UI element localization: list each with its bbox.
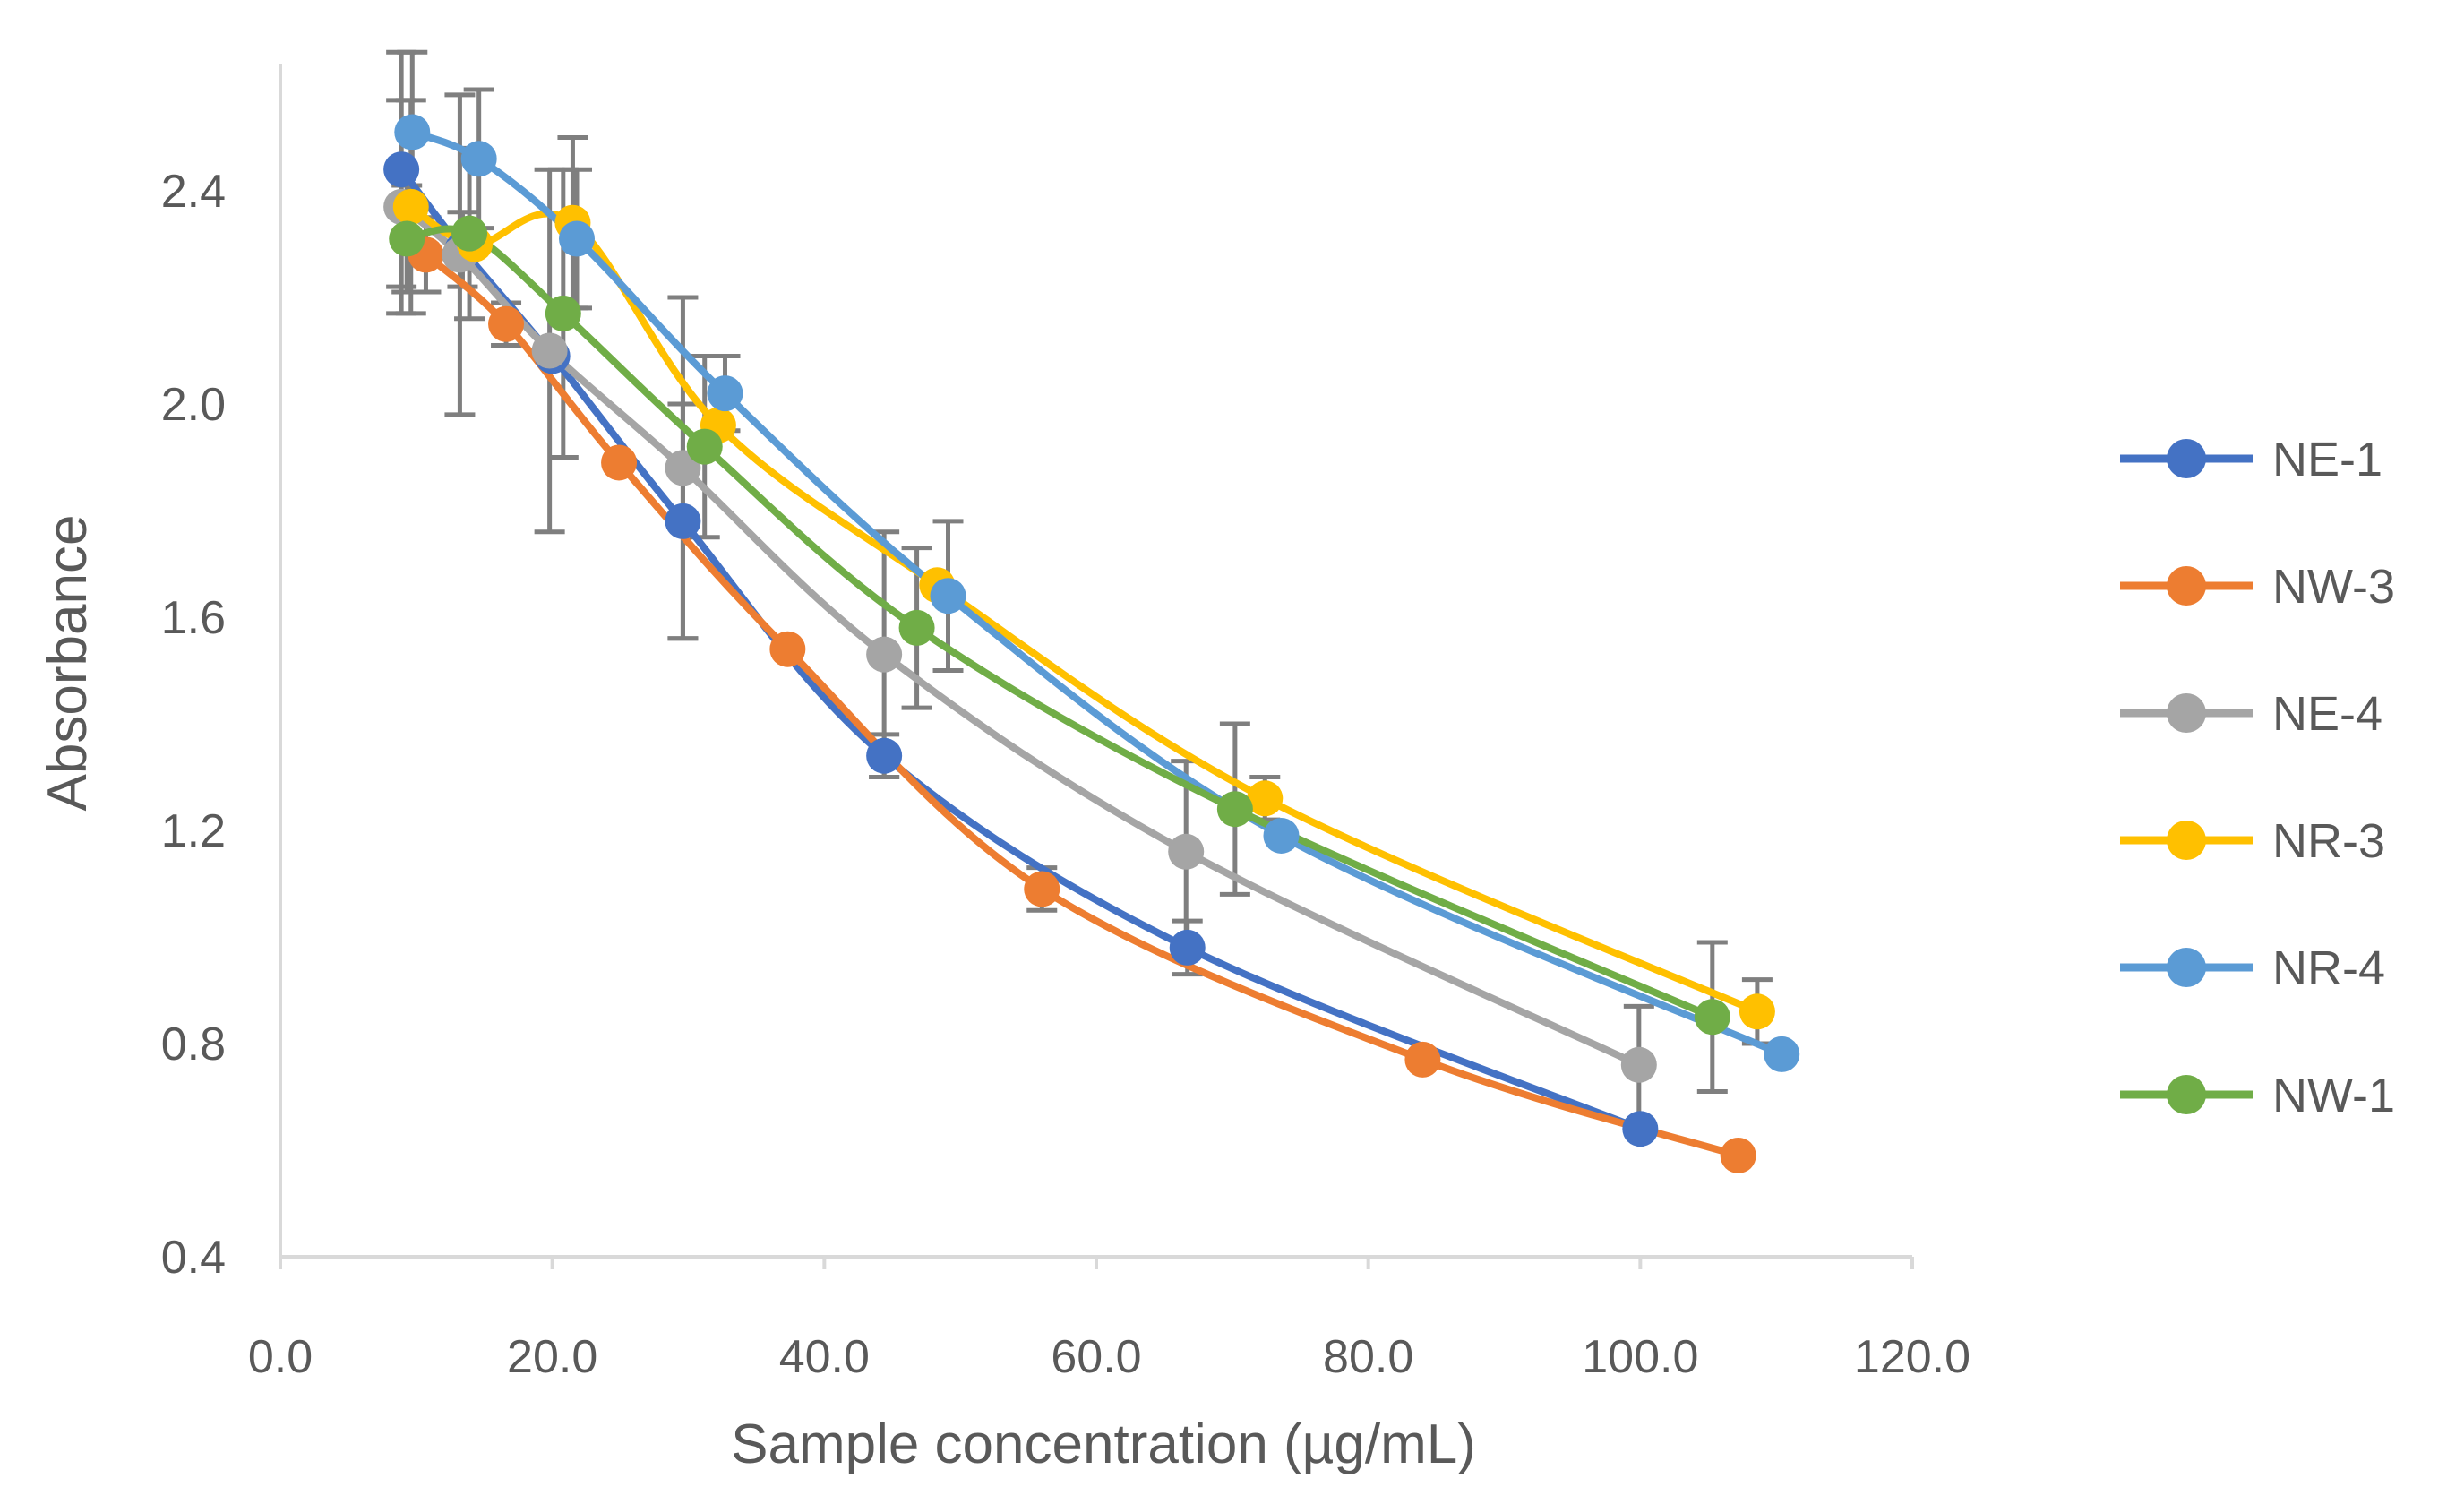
y-tick-label: 1.6 — [161, 592, 226, 644]
y-tick-label: 2.0 — [161, 379, 226, 431]
legend-marker-ne-1 — [2167, 439, 2206, 478]
legend-label-nr-4: NR-4 — [2272, 941, 2385, 995]
x-tick-label: 0.0 — [248, 1331, 313, 1383]
x-tick-label: 80.0 — [1323, 1331, 1413, 1383]
data-point-nw-3 — [1404, 1041, 1441, 1078]
x-tick-label: 20.0 — [507, 1331, 597, 1383]
legend-label-nw-1: NW-1 — [2272, 1069, 2395, 1122]
x-axis-title: Sample concentration (µg/mL) — [731, 1414, 1476, 1475]
data-point-nr-3 — [392, 188, 429, 225]
data-point-nw-1 — [686, 428, 723, 465]
x-tick-label: 60.0 — [1051, 1331, 1141, 1383]
data-point-ne-4 — [1168, 833, 1205, 870]
data-point-ne-4 — [1620, 1046, 1657, 1083]
data-point-nw-3 — [1024, 871, 1060, 907]
data-point-nw-1 — [1694, 999, 1730, 1036]
legend-label-ne-1: NE-1 — [2272, 433, 2382, 486]
data-point-nr-4 — [1263, 817, 1300, 854]
data-point-nr-4 — [930, 578, 966, 614]
legend-marker-nr-3 — [2167, 821, 2206, 860]
data-point-nw-1 — [545, 295, 581, 331]
data-point-nw-3 — [601, 444, 638, 481]
data-point-nw-1 — [451, 215, 488, 252]
legend-marker-nw-3 — [2167, 566, 2206, 606]
data-point-ne-1 — [866, 737, 903, 774]
data-point-nw-3 — [488, 305, 525, 342]
data-point-nw-1 — [1216, 791, 1253, 828]
legend-marker-nw-1 — [2167, 1075, 2206, 1114]
data-point-ne-4 — [531, 332, 568, 369]
y-tick-label: 2.4 — [161, 166, 226, 218]
axes: 0.0 20.0 40.0 60.0 80.0 100.0 120.0 0.4 0.8 1.2 1.… — [161, 64, 1970, 1383]
data-point-nw-1 — [898, 609, 935, 646]
legend-marker-ne-4 — [2167, 693, 2206, 733]
x-tick-label: 120.0 — [1854, 1331, 1970, 1383]
series-line-ne-4 — [399, 203, 1641, 1069]
series-line-nr-4 — [410, 128, 1783, 1058]
data-point-nr-4 — [394, 114, 431, 150]
data-point-nr-3 — [1739, 993, 1775, 1030]
y-tick-label: 0.8 — [161, 1018, 226, 1070]
series-line-nr-3 — [408, 203, 1759, 1015]
series-lines — [398, 128, 1783, 1159]
x-tick-label: 100.0 — [1582, 1331, 1698, 1383]
series-line-nw-1 — [406, 225, 1714, 1020]
legend-marker-nr-4 — [2167, 948, 2206, 987]
x-tick-label: 40.0 — [779, 1331, 870, 1383]
data-point-ne-1 — [665, 503, 701, 539]
y-tick-label: 0.4 — [161, 1232, 226, 1284]
legend-label-nw-3: NW-3 — [2272, 560, 2395, 614]
legend: NE-1 NW-3 NE-4 NR-3 NR-4 NW-1 — [2120, 433, 2395, 1122]
data-point-ne-1 — [383, 151, 420, 188]
data-point-nr-4 — [460, 141, 497, 177]
data-point-ne-1 — [1169, 929, 1206, 966]
data-point-nw-1 — [389, 220, 425, 257]
y-axis-title: Absorbance — [37, 515, 99, 812]
data-point-ne-4 — [866, 636, 903, 673]
data-point-nw-3 — [1720, 1137, 1756, 1173]
y-tick-label: 1.2 — [161, 805, 226, 857]
legend-label-ne-4: NE-4 — [2272, 687, 2382, 741]
data-point-nr-4 — [1764, 1036, 1800, 1072]
data-point-nr-4 — [558, 220, 595, 257]
data-point-nr-3 — [1247, 780, 1284, 817]
series-markers — [383, 114, 1800, 1173]
data-point-nr-4 — [707, 375, 743, 412]
legend-label-nr-3: NR-3 — [2272, 814, 2385, 868]
data-point-ne-1 — [1622, 1111, 1659, 1147]
data-point-nw-3 — [769, 631, 806, 667]
